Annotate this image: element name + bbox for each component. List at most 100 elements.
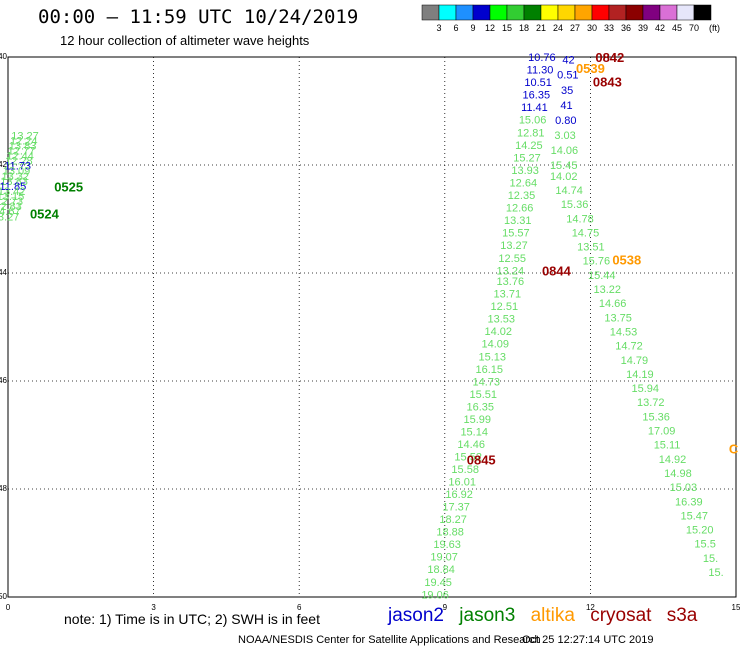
wave-height-value: 14.53 xyxy=(610,326,638,338)
wave-height-value: 13.83 xyxy=(0,176,28,188)
wave-height-value: 14.66 xyxy=(599,298,627,310)
y-tick-label: -48 xyxy=(0,484,8,493)
colorbar-label: 70 xyxy=(689,23,699,33)
satellite-legend: jason2 jason3 altika cryosat s3a xyxy=(388,605,707,627)
wave-height-value: 15.36 xyxy=(561,199,589,211)
wave-height-value: 15.11 xyxy=(654,440,681,452)
wave-height-value: 14.46 xyxy=(457,439,485,451)
wave-height-value: 12.51 xyxy=(491,301,519,313)
wave-height-value: 13.27 xyxy=(500,240,528,252)
colorbar-label: 42 xyxy=(655,23,665,33)
wave-height-value: 15.44 xyxy=(588,270,616,282)
colorbar-label: 18 xyxy=(519,23,529,33)
wave-height-value: 13.53 xyxy=(488,314,516,326)
wave-height-value: 19.07 xyxy=(430,552,458,564)
wave-height-value: 15.76 xyxy=(583,256,611,268)
wave-height-value: 10.51 xyxy=(524,77,552,89)
y-tick-label: -40 xyxy=(0,52,8,61)
wave-height-value: 18.88 xyxy=(436,527,464,539)
wave-height-value: 14.09 xyxy=(482,339,510,351)
colorbar-label: 9 xyxy=(470,23,475,33)
colorbar-label: 33 xyxy=(604,23,614,33)
footer-credit: NOAA/NESDIS Center for Satellite Applica… xyxy=(238,634,541,646)
wave-height-value: 12.81 xyxy=(517,127,545,139)
pass-time-label: 0538 xyxy=(612,253,641,268)
wave-height-value: 12.55 xyxy=(498,253,526,265)
y-tick-label: -46 xyxy=(0,376,8,385)
wave-height-value: 14.19 xyxy=(626,369,654,381)
wave-height-value: 13.32 xyxy=(2,171,30,183)
wave-height-value: 19.63 xyxy=(433,539,461,551)
wave-height-value: 12.83 xyxy=(0,201,22,213)
wave-height-value: 16.15 xyxy=(475,364,503,376)
pass-time-label: 0844 xyxy=(542,263,572,278)
colorbar-label: 6 xyxy=(453,23,458,33)
wave-height-value: 12.44 xyxy=(6,151,34,163)
wave-height-value: 18.84 xyxy=(427,564,455,576)
wave-height-value: 15.57 xyxy=(502,228,530,240)
colorbar-label: 21 xyxy=(536,23,546,33)
wave-height-value: 15. xyxy=(708,567,723,579)
wave-height-value: 15.99 xyxy=(463,414,491,426)
pass-time-label: C xyxy=(729,442,739,457)
wave-height-value: 16.92 xyxy=(445,489,473,501)
wave-height-value: 14.92 xyxy=(659,454,687,466)
wave-height-value: 13.42 xyxy=(0,186,25,198)
x-tick-label: 15 xyxy=(732,603,740,612)
wave-height-value: 16.01 xyxy=(448,477,476,489)
wave-height-value: 15.52 xyxy=(454,451,482,463)
wave-height-value: 13.22 xyxy=(593,284,621,296)
wave-height-value: 14.74 xyxy=(555,185,583,197)
wave-height-value: 16.35 xyxy=(523,90,551,102)
wave-height-value: 15. xyxy=(703,553,718,565)
wave-height-value: 13.27 xyxy=(11,130,39,142)
wave-height-colorbar: 3 6 9 12 15 18 21 24 27 30 33 36 39 42 45 70 (ft) xyxy=(421,4,720,33)
colorbar-label: 30 xyxy=(587,23,597,33)
pass-time-label: 0524 xyxy=(30,207,60,222)
wave-height-value: 17.37 xyxy=(442,502,470,514)
wave-height-value: 14.75 xyxy=(572,227,600,239)
wave-height-value: 11.41 xyxy=(521,102,548,114)
y-tick-label: -50 xyxy=(0,592,8,601)
wave-height-value: 12.77 xyxy=(8,145,36,157)
wave-height-value: 15.94 xyxy=(632,383,660,395)
x-tick-label: 9 xyxy=(443,603,448,612)
page-subtitle: 12 hour collection of altimeter wave hei… xyxy=(60,33,310,48)
legend-cryosat: cryosat xyxy=(590,605,652,626)
wave-height-value: 12.73 xyxy=(0,196,23,208)
wave-height-value: 15.45 xyxy=(550,160,578,172)
colorbar-label: 15 xyxy=(502,23,512,33)
wave-height-value: 19.45 xyxy=(424,577,452,589)
wave-height-value: 12.28 xyxy=(5,156,33,168)
wave-height-value: 13.76 xyxy=(497,276,525,288)
wave-height-value: 13.93 xyxy=(511,165,539,177)
wave-height-value: 35 xyxy=(561,85,573,97)
pass-time-label: 0845 xyxy=(467,452,496,467)
wave-height-value: 0.51 xyxy=(557,70,578,82)
wave-height-value: 3.03 xyxy=(554,130,575,142)
legend-jason2: jason2 xyxy=(388,605,444,626)
pass-time-label: 0525 xyxy=(54,180,83,195)
wave-height-value: 17.09 xyxy=(648,426,676,438)
wave-height-value: 14.06 xyxy=(551,145,579,157)
wave-height-value: 14.02 xyxy=(485,326,513,338)
wave-height-value: 12.24 xyxy=(10,135,38,147)
wave-height-value: 10.76 xyxy=(528,52,556,64)
wave-height-value: 15.27 xyxy=(513,152,541,164)
pass-time-label: 0843 xyxy=(593,74,622,89)
wave-height-value: 42 xyxy=(562,55,574,67)
wave-height-value: 14.02 xyxy=(550,171,578,183)
wave-height-value: 11.85 xyxy=(0,181,26,193)
wave-height-value: 14.78 xyxy=(566,213,594,225)
wave-height-value: 13.15 xyxy=(0,191,24,203)
colorbar-label: 27 xyxy=(570,23,580,33)
x-tick-label: 0 xyxy=(6,603,11,612)
wave-height-value: 0.80 xyxy=(555,115,576,127)
colorbar-label: 24 xyxy=(553,23,563,33)
wave-height-value: 15.14 xyxy=(460,426,488,438)
wave-height-value: 12.35 xyxy=(508,190,536,202)
colorbar-label: 45 xyxy=(672,23,682,33)
wave-height-value: 15.5 xyxy=(694,539,715,551)
map-frame xyxy=(7,56,737,598)
